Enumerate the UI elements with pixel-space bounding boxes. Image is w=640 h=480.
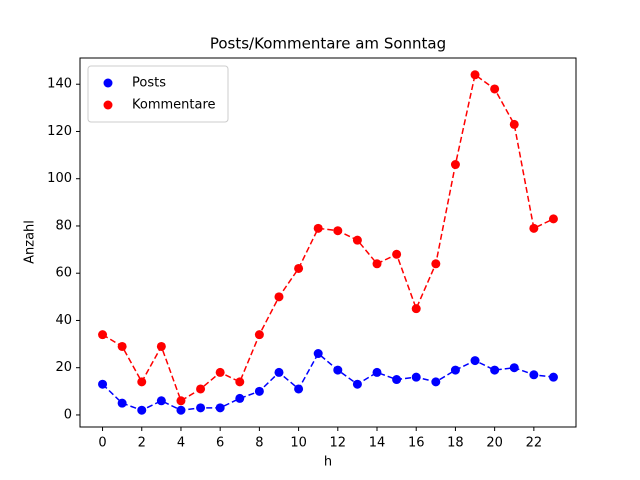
data-point bbox=[450, 365, 460, 375]
data-point bbox=[254, 330, 264, 340]
x-tick-label: 18 bbox=[447, 436, 464, 451]
data-point bbox=[411, 304, 421, 314]
data-point bbox=[529, 370, 539, 380]
data-point bbox=[274, 292, 284, 302]
data-point bbox=[254, 386, 264, 396]
data-point bbox=[117, 398, 127, 408]
data-point bbox=[215, 367, 225, 377]
y-tick-label: 80 bbox=[55, 218, 72, 233]
data-point bbox=[470, 70, 480, 80]
data-point bbox=[509, 363, 519, 373]
x-tick-label: 22 bbox=[526, 436, 543, 451]
data-point bbox=[294, 263, 304, 273]
x-tick-label: 2 bbox=[138, 436, 146, 451]
x-tick-label: 6 bbox=[216, 436, 224, 451]
y-tick-label: 40 bbox=[55, 313, 72, 328]
data-point bbox=[352, 379, 362, 389]
data-point bbox=[352, 235, 362, 245]
data-point bbox=[137, 405, 147, 415]
y-tick-label: 60 bbox=[55, 266, 72, 281]
legend-marker bbox=[103, 100, 113, 110]
y-axis-label: Anzahl bbox=[23, 220, 38, 264]
data-point bbox=[548, 214, 558, 224]
x-tick-label: 4 bbox=[177, 436, 185, 451]
x-tick-label: 0 bbox=[98, 436, 106, 451]
data-point bbox=[411, 372, 421, 382]
data-point bbox=[176, 396, 186, 406]
x-tick-label: 14 bbox=[369, 436, 386, 451]
data-point bbox=[196, 384, 206, 394]
data-point bbox=[176, 405, 186, 415]
data-point bbox=[215, 403, 225, 413]
y-tick-label: 100 bbox=[47, 171, 72, 186]
data-point bbox=[196, 403, 206, 413]
data-point bbox=[333, 226, 343, 236]
data-point bbox=[470, 356, 480, 366]
data-point bbox=[490, 365, 500, 375]
data-point bbox=[392, 375, 402, 385]
x-axis-label: h bbox=[324, 455, 332, 470]
y-tick-label: 0 bbox=[64, 407, 72, 422]
data-point bbox=[509, 119, 519, 129]
data-point bbox=[431, 259, 441, 269]
data-point bbox=[117, 341, 127, 351]
data-point bbox=[372, 259, 382, 269]
legend-label: Posts bbox=[132, 76, 166, 91]
data-point bbox=[98, 379, 108, 389]
data-point bbox=[392, 249, 402, 259]
y-tick-label: 120 bbox=[47, 124, 72, 139]
y-tick-label: 140 bbox=[47, 77, 72, 92]
data-point bbox=[333, 365, 343, 375]
data-point bbox=[235, 377, 245, 387]
series-line bbox=[102, 352, 554, 412]
y-tick-label: 20 bbox=[55, 360, 72, 375]
data-point bbox=[156, 341, 166, 351]
data-point bbox=[294, 384, 304, 394]
data-point bbox=[372, 367, 382, 377]
data-point bbox=[548, 372, 558, 382]
data-point bbox=[490, 84, 500, 94]
data-point bbox=[274, 367, 284, 377]
data-point bbox=[313, 223, 323, 233]
x-tick-label: 20 bbox=[486, 436, 503, 451]
legend-marker bbox=[103, 78, 113, 88]
data-point bbox=[156, 396, 166, 406]
data-point bbox=[529, 223, 539, 233]
x-tick-label: 12 bbox=[330, 436, 347, 451]
data-point bbox=[98, 330, 108, 340]
x-tick-label: 8 bbox=[255, 436, 263, 451]
data-point bbox=[137, 377, 147, 387]
legend-label: Kommentare bbox=[132, 98, 216, 113]
chart-title: Posts/Kommentare am Sonntag bbox=[210, 35, 446, 53]
data-point bbox=[235, 393, 245, 403]
data-point bbox=[450, 160, 460, 170]
data-point bbox=[313, 349, 323, 359]
x-tick-label: 10 bbox=[290, 436, 307, 451]
x-tick-label: 16 bbox=[408, 436, 425, 451]
data-point bbox=[431, 377, 441, 387]
legend-box bbox=[87, 65, 229, 123]
